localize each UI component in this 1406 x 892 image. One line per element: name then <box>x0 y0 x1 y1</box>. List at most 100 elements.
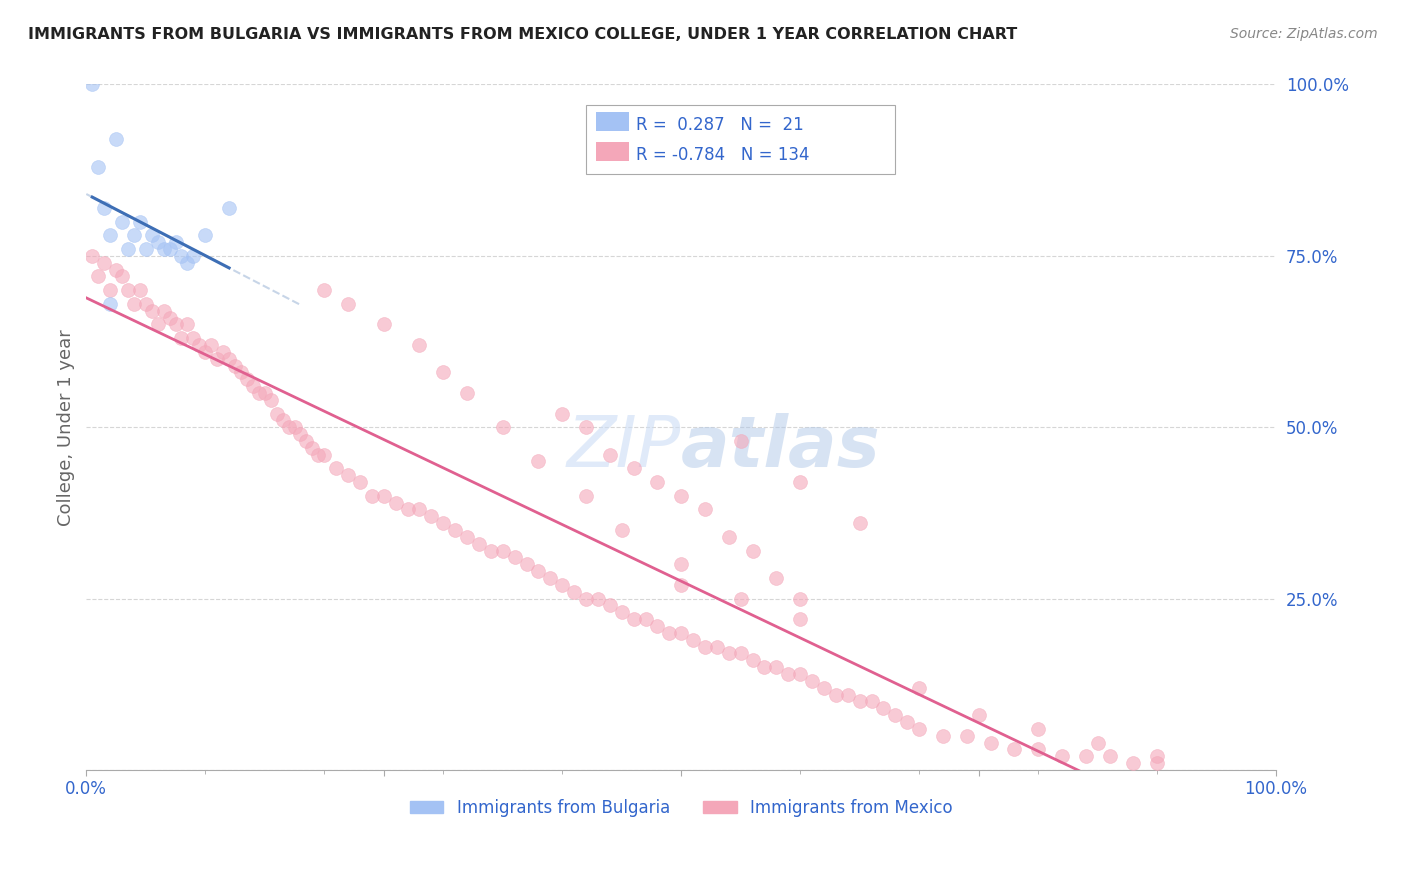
Point <box>337 297 360 311</box>
Point <box>135 242 157 256</box>
Point <box>956 729 979 743</box>
Point <box>896 714 918 729</box>
Point <box>647 619 669 633</box>
Point <box>527 564 550 578</box>
Point <box>623 461 645 475</box>
Point <box>932 729 955 743</box>
Point <box>432 516 454 531</box>
Point <box>1074 749 1097 764</box>
Point <box>224 359 246 373</box>
Point <box>503 550 526 565</box>
Point <box>682 632 704 647</box>
Point <box>82 249 104 263</box>
Point <box>194 344 217 359</box>
Point <box>128 214 150 228</box>
Point <box>87 269 110 284</box>
Point <box>384 495 406 509</box>
Point <box>283 420 305 434</box>
Point <box>205 351 228 366</box>
Point <box>693 502 716 516</box>
Point <box>492 420 515 434</box>
Point <box>236 372 259 386</box>
Point <box>176 318 198 332</box>
Point <box>117 283 139 297</box>
Point <box>218 201 240 215</box>
Point <box>610 523 633 537</box>
Point <box>599 599 621 613</box>
Point <box>242 379 264 393</box>
Point <box>337 468 360 483</box>
Point <box>408 338 430 352</box>
Point <box>105 132 128 146</box>
Point <box>717 647 740 661</box>
Point <box>98 297 121 311</box>
Point <box>396 502 419 516</box>
Point <box>575 420 598 434</box>
Point <box>492 543 515 558</box>
Point <box>456 530 478 544</box>
Point <box>658 626 681 640</box>
Point <box>170 249 193 263</box>
Point <box>253 386 276 401</box>
Point <box>93 255 115 269</box>
Point <box>194 228 217 243</box>
Point <box>765 660 787 674</box>
Point <box>860 694 883 708</box>
Point <box>1026 722 1049 736</box>
Point <box>765 571 787 585</box>
Point <box>98 283 121 297</box>
Point <box>373 318 395 332</box>
Point <box>479 543 502 558</box>
Point <box>908 722 931 736</box>
Point <box>260 392 283 407</box>
Point <box>599 448 621 462</box>
Point <box>325 461 347 475</box>
Point <box>1026 742 1049 756</box>
Point <box>295 434 318 448</box>
Point <box>527 454 550 468</box>
Point <box>967 708 990 723</box>
Point <box>730 591 752 606</box>
Point <box>1146 749 1168 764</box>
Point <box>98 228 121 243</box>
Point <box>111 269 134 284</box>
Point <box>825 688 848 702</box>
Point <box>623 612 645 626</box>
Point <box>290 427 312 442</box>
Text: ZIP: ZIP <box>567 413 681 483</box>
Point <box>813 681 835 695</box>
Point <box>669 558 692 572</box>
Legend: Immigrants from Bulgaria, Immigrants from Mexico: Immigrants from Bulgaria, Immigrants fro… <box>404 792 959 823</box>
Point <box>301 441 323 455</box>
Point <box>200 338 222 352</box>
Point <box>575 489 598 503</box>
Point <box>848 516 870 531</box>
Text: R =  0.287   N =  21: R = 0.287 N = 21 <box>636 116 804 134</box>
Point <box>669 626 692 640</box>
Point <box>789 591 811 606</box>
Point <box>266 407 288 421</box>
Point <box>373 489 395 503</box>
Point <box>551 578 574 592</box>
Point <box>515 558 537 572</box>
Point <box>980 735 1002 749</box>
Point <box>165 235 187 249</box>
Point <box>575 591 598 606</box>
Point <box>183 249 205 263</box>
Point <box>468 537 491 551</box>
Point <box>135 297 157 311</box>
Point <box>456 386 478 401</box>
Point <box>551 407 574 421</box>
Point <box>1098 749 1121 764</box>
Point <box>634 612 657 626</box>
Point <box>730 647 752 661</box>
FancyBboxPatch shape <box>596 142 628 161</box>
Point <box>669 489 692 503</box>
Point <box>277 420 299 434</box>
Point <box>610 605 633 619</box>
FancyBboxPatch shape <box>596 112 628 131</box>
Point <box>420 509 443 524</box>
Point <box>908 681 931 695</box>
Point <box>778 667 800 681</box>
Point <box>837 688 859 702</box>
